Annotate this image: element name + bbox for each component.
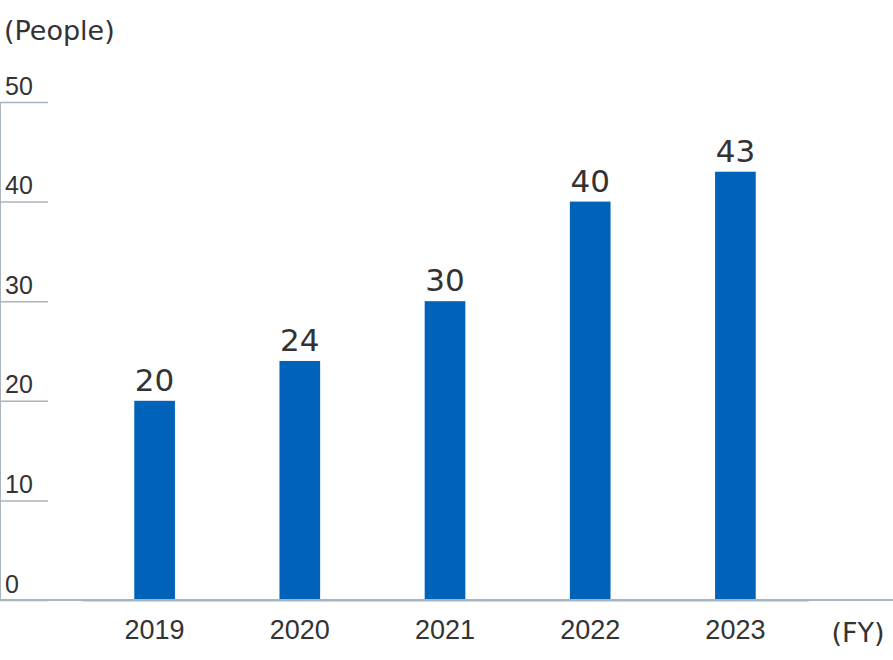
bar [715, 172, 756, 600]
y-tick-line [0, 401, 48, 403]
y-tick: 20 [0, 370, 48, 401]
data-label: 24 [280, 322, 319, 358]
y-tick: 0 [0, 570, 48, 601]
y-tick-label: 20 [5, 370, 33, 398]
x-tick: 2020 [270, 600, 330, 645]
y-tick-line [0, 301, 48, 303]
x-tick-label: 2020 [270, 615, 330, 645]
data-labels: 20 24 30 40 43 [135, 133, 755, 398]
data-label: 43 [716, 133, 755, 169]
x-tick-label: 2021 [415, 615, 475, 645]
y-tick: 50 [0, 72, 48, 103]
y-axis-line [1, 103, 49, 601]
x-tick-label: 2022 [560, 615, 620, 645]
bar [279, 361, 320, 600]
y-tick: 10 [0, 470, 48, 501]
y-axis: 0 10 20 30 40 50 [0, 72, 48, 601]
x-tick: 2022 [560, 600, 620, 645]
y-tick-line [0, 201, 48, 203]
y-tick: 30 [0, 271, 48, 302]
chart: (People) 0 10 20 30 40 50 2019 2020 2021 2022 2023 (… [0, 0, 893, 660]
x-axis: 2019 2020 2021 2022 2023 [83, 600, 809, 645]
data-label: 40 [570, 163, 609, 199]
baseline [0, 599, 893, 601]
bars [134, 172, 755, 600]
y-tick-label: 50 [5, 72, 33, 100]
y-tick-label: 10 [5, 470, 33, 498]
data-label: 30 [425, 262, 464, 298]
y-tick-line [0, 102, 48, 104]
x-tick: 2019 [125, 600, 185, 645]
y-tick-line [0, 500, 48, 502]
y-tick-label: 40 [5, 171, 33, 199]
y-tick-label: 0 [5, 570, 19, 598]
bar [425, 301, 466, 600]
bar [134, 401, 175, 600]
x-axis-title: (FY) [831, 617, 884, 648]
x-axis-line [83, 600, 809, 602]
x-tick: 2021 [415, 600, 475, 645]
x-tick: 2023 [705, 600, 765, 645]
y-tick-label: 30 [5, 271, 33, 299]
bar [570, 202, 611, 600]
y-tick: 40 [0, 171, 48, 202]
data-label: 20 [135, 362, 174, 398]
x-tick-label: 2023 [705, 615, 765, 645]
x-tick-label: 2019 [125, 615, 185, 645]
y-axis-title: (People) [4, 15, 115, 46]
